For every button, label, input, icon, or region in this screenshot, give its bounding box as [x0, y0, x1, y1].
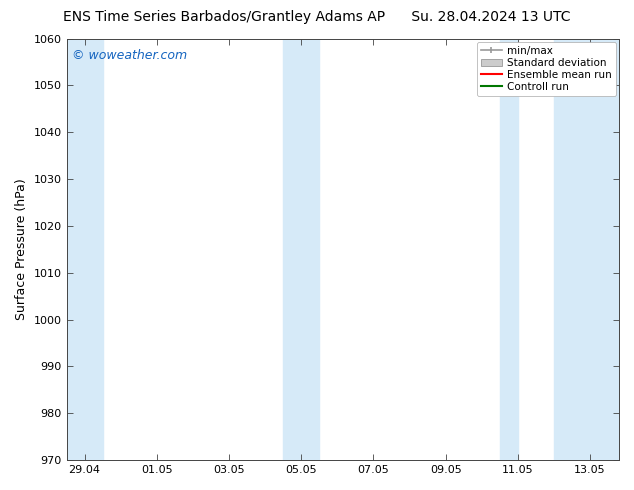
Text: © woweather.com: © woweather.com: [72, 49, 187, 62]
Text: ENS Time Series Barbados/Grantley Adams AP      Su. 28.04.2024 13 UTC: ENS Time Series Barbados/Grantley Adams …: [63, 10, 571, 24]
Bar: [500, 39, 518, 460]
Legend: min/max, Standard deviation, Ensemble mean run, Controll run: min/max, Standard deviation, Ensemble me…: [477, 42, 616, 97]
Bar: [554, 39, 619, 460]
Bar: [67, 39, 103, 460]
Bar: [283, 39, 320, 460]
Y-axis label: Surface Pressure (hPa): Surface Pressure (hPa): [15, 178, 28, 320]
